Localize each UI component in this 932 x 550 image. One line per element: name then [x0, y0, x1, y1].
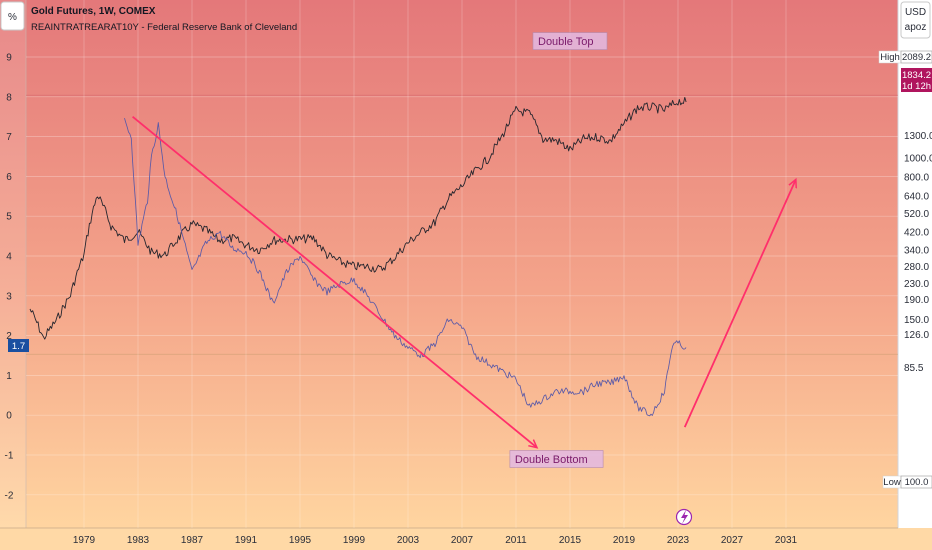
x-tick-label: 1987 — [181, 535, 204, 546]
x-tick-label: 1999 — [343, 535, 366, 546]
lightning-icon — [681, 510, 688, 524]
x-tick-label: 2023 — [667, 535, 690, 546]
series-layer — [29, 96, 687, 417]
left-tick-label: 5 — [6, 212, 12, 223]
x-tick-label: 2003 — [397, 535, 420, 546]
x-tick-label: 1983 — [127, 535, 150, 546]
grid-layer — [26, 0, 898, 528]
right-tick-label: 85.5 — [904, 363, 924, 374]
low-tag: Low — [883, 477, 901, 488]
x-tick-label: 2019 — [613, 535, 636, 546]
currency-button[interactable]: USD apoz — [900, 1, 931, 39]
x-tick-label: 1991 — [235, 535, 258, 546]
currency-label: USD — [905, 7, 926, 18]
left-tick-label: 4 — [6, 252, 12, 263]
series-line-real-rate — [124, 117, 687, 417]
bar-countdown: 1d 12h — [902, 81, 931, 92]
left-tick-label: 0 — [6, 411, 12, 422]
right-tick-label: 1000.0 — [904, 154, 932, 165]
left-tick-label: -1 — [5, 451, 14, 462]
left-tick-label: 6 — [6, 172, 12, 183]
left-tick-label: 3 — [6, 291, 12, 302]
trend-arrow[interactable] — [132, 116, 537, 447]
low-label: Low 100.0 — [882, 475, 932, 489]
x-tick-label: 2027 — [721, 535, 744, 546]
left-tick-label: -2 — [5, 490, 14, 501]
high-tag: High — [880, 52, 900, 63]
annotation-box — [532, 32, 608, 50]
left-tick-label: 7 — [6, 132, 12, 143]
right-tick-label: 150.0 — [904, 315, 929, 326]
last-price-badge: 1834.2 1d 12h — [901, 68, 932, 92]
right-tick-label: 520.0 — [904, 209, 929, 220]
right-tick-label: 230.0 — [904, 279, 929, 290]
right-tick-label: 280.0 — [904, 262, 929, 273]
left-axis-ticks: 9 8 7 6 5 4 3 2 1 0 -1 -2 — [5, 53, 14, 502]
right-tick-label: 190.0 — [904, 295, 929, 306]
left-current-value: 1.7 — [12, 341, 25, 352]
right-tick-label: 420.0 — [904, 227, 929, 238]
left-current-value-badge: 1.7 — [8, 339, 29, 352]
low-value: 100.0 — [905, 477, 929, 488]
right-tick-label: 640.0 — [904, 192, 929, 203]
annotation-label[interactable]: Double Bottom — [509, 450, 604, 468]
event-marker[interactable] — [675, 508, 693, 526]
x-tick-label: 1979 — [73, 535, 96, 546]
high-value: 2089.2 — [902, 52, 931, 63]
unit-button[interactable]: % — [0, 1, 25, 31]
x-tick-label: 2007 — [451, 535, 474, 546]
high-label: High 2089.2 — [878, 50, 932, 64]
plot-background — [0, 0, 898, 528]
x-tick-label: 2031 — [775, 535, 798, 546]
last-price-value: 1834.2 — [902, 70, 931, 81]
series-line-gold — [29, 96, 687, 340]
left-axis-strip — [0, 0, 26, 528]
x-tick-label: 2015 — [559, 535, 582, 546]
chart-subtitle: REAINTRATREARAT10Y - Federal Reserve Ban… — [31, 22, 297, 33]
left-tick-label: 8 — [6, 92, 12, 103]
time-axis-area — [0, 528, 932, 550]
right-tick-label: 340.0 — [904, 245, 929, 256]
annotation-label[interactable]: Double Top — [532, 32, 608, 50]
right-tick-label: 800.0 — [904, 173, 929, 184]
chart-title: Gold Futures, 1W, COMEX — [31, 6, 156, 17]
left-tick-label: 9 — [6, 53, 12, 64]
mode-label: apoz — [905, 22, 927, 33]
x-tick-label: 1995 — [289, 535, 312, 546]
time-axis-ticks: 1979 1983 1987 1991 1995 1999 2003 2007 2011 2015… — [73, 535, 798, 546]
left-tick-label: 2 — [6, 331, 12, 342]
annotation-text: Double Bottom — [515, 454, 588, 466]
left-tick-label: 1 — [6, 371, 12, 382]
x-tick-label: 2011 — [505, 535, 527, 546]
right-axis-ticks: 1300.0 1000.0 800.0 640.0 520.0 420.0 340.0 280… — [904, 131, 932, 374]
annotation-box — [509, 450, 604, 468]
right-tick-label: 126.0 — [904, 330, 929, 341]
right-tick-label: 1300.0 — [904, 131, 932, 142]
annotation-text: Double Top — [538, 36, 593, 48]
unit-button-label: % — [8, 12, 17, 23]
annotation-layer: Double Top Double Bottom — [132, 32, 796, 468]
trend-arrow[interactable] — [683, 180, 796, 428]
